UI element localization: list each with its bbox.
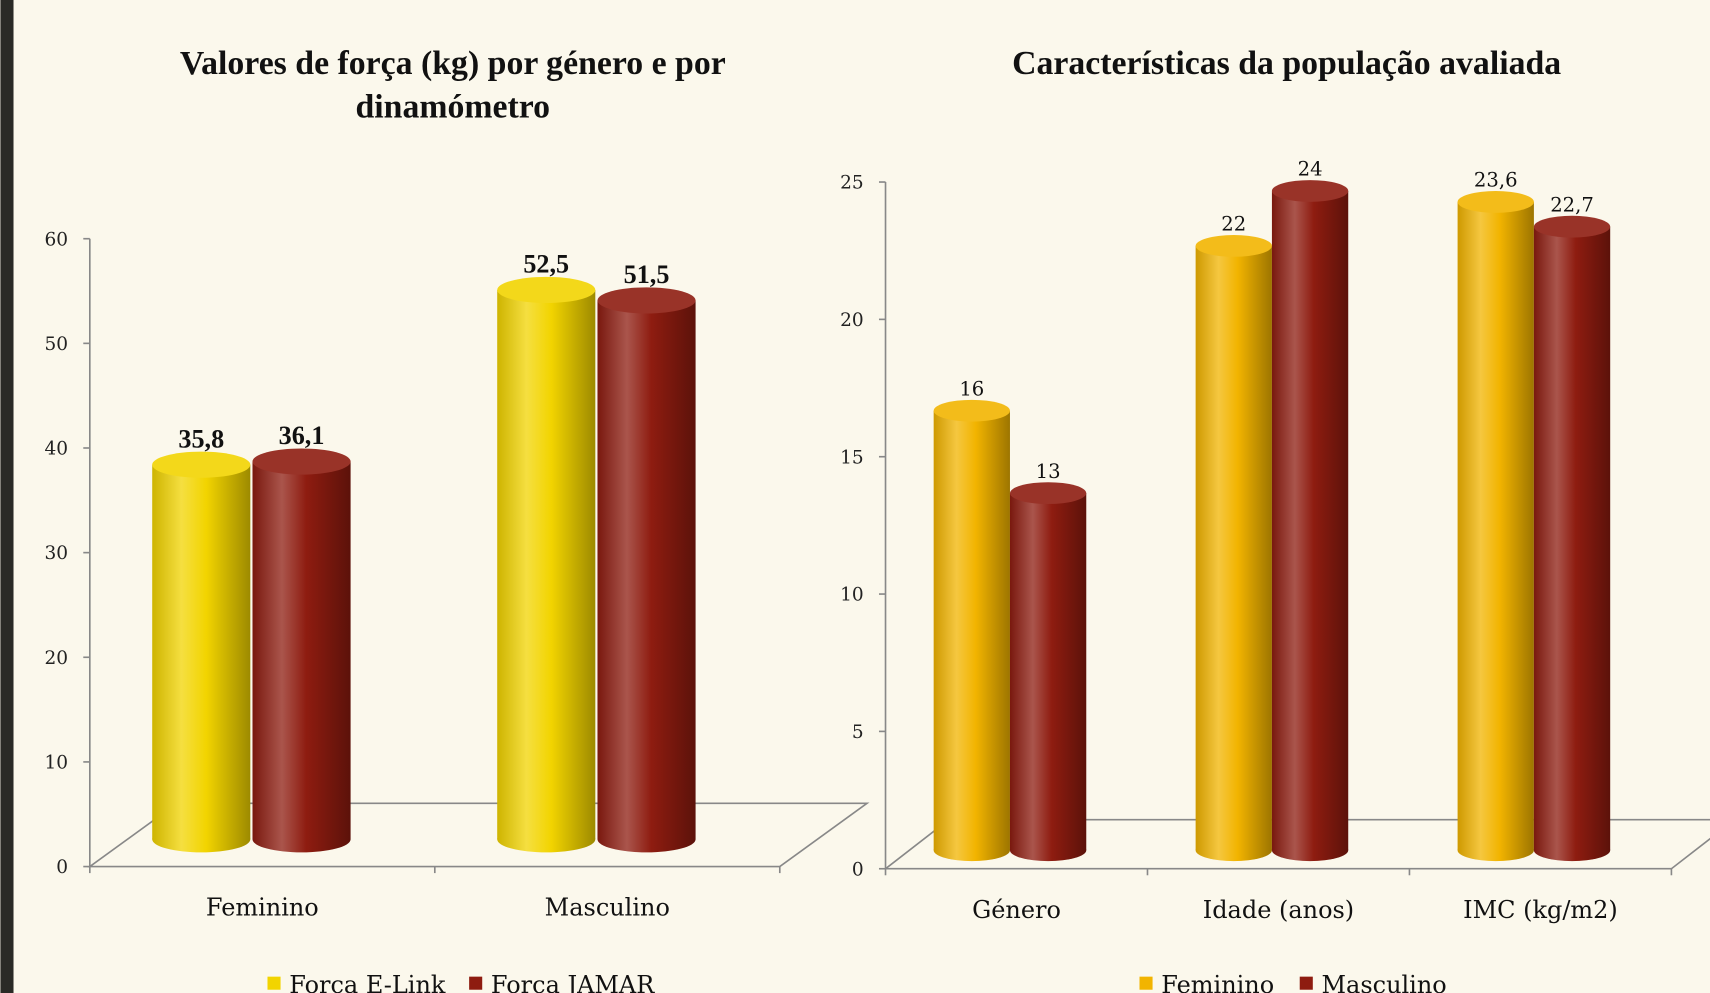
y-tick-label: 0 <box>852 859 864 880</box>
chart-title: Valores de força (kg) por género e por d… <box>179 43 726 126</box>
bar-body <box>597 300 696 840</box>
y-tick-label: 30 <box>44 543 68 564</box>
title-box: Valores de força (kg) por género e por d… <box>179 43 726 126</box>
y-tick-label: 10 <box>44 752 68 773</box>
y-tick-label: 50 <box>44 334 68 355</box>
floor <box>87 802 870 868</box>
legend-swatch <box>469 976 483 990</box>
y-tick-label: 25 <box>840 173 864 194</box>
bar-top <box>152 451 251 478</box>
bar <box>152 451 251 853</box>
legend-label: Feminino <box>1161 971 1274 993</box>
bar-body <box>933 410 1010 851</box>
bar <box>1533 215 1611 862</box>
y-tick-label: 0 <box>56 857 68 878</box>
legend-swatch <box>1299 976 1313 990</box>
bar <box>497 276 596 853</box>
bar-body <box>1533 226 1611 851</box>
legend-label: Força JAMAR <box>491 971 655 993</box>
bar-top <box>497 276 596 304</box>
bar-body <box>252 461 351 840</box>
bar-body <box>1457 201 1534 851</box>
photo-edge <box>0 0 14 993</box>
bar-top <box>933 399 1010 422</box>
x-tick-label: Género <box>972 896 1061 924</box>
bar-body <box>497 289 596 840</box>
value-label: 52,5 <box>523 250 569 279</box>
title-box: Características da população avaliada <box>1012 43 1562 82</box>
legend-swatch <box>1139 976 1153 990</box>
bar-top <box>1195 235 1272 257</box>
value-label: 51,5 <box>624 260 670 289</box>
bar-body <box>152 464 251 840</box>
y-tick-label: 20 <box>840 310 864 331</box>
y-tick-label: 5 <box>852 722 864 743</box>
value-label: 23,6 <box>1474 169 1518 192</box>
legend-swatch <box>267 976 281 990</box>
legend-label: Força E-Link <box>289 971 446 993</box>
bar-top <box>1457 191 1534 213</box>
value-label: 24 <box>1298 158 1323 181</box>
value-label: 22,7 <box>1550 193 1594 216</box>
bar <box>252 448 351 853</box>
bar <box>1457 191 1534 862</box>
y-tick-label: 40 <box>44 439 68 460</box>
bar <box>933 399 1010 862</box>
x-tick-label: Feminino <box>206 894 319 922</box>
chart-title: Características da população avaliada <box>1012 43 1562 82</box>
y-tick-label: 20 <box>44 648 68 669</box>
bar <box>1271 180 1349 862</box>
value-label: 16 <box>959 377 984 400</box>
bar <box>597 287 696 853</box>
x-tick-label: IMC (kg/m2) <box>1463 896 1618 924</box>
value-label: 35,8 <box>178 424 224 453</box>
x-tick-label: Masculino <box>545 894 670 922</box>
x-tick-label: Idade (anos) <box>1203 896 1354 924</box>
y-tick-label: 60 <box>44 229 68 250</box>
bar <box>1195 235 1272 862</box>
value-label: 13 <box>1036 460 1061 483</box>
value-label: 36,1 <box>279 421 325 450</box>
bar-top <box>1533 215 1611 238</box>
bar-body <box>1009 493 1087 851</box>
legend-label: Masculino <box>1322 971 1447 993</box>
bar-top <box>597 287 696 314</box>
bar-top <box>252 448 351 475</box>
y-tick-label: 15 <box>840 447 864 468</box>
bar-body <box>1271 190 1349 851</box>
bar-top <box>1271 180 1349 202</box>
bar-body <box>1195 245 1272 851</box>
bar-top <box>1009 482 1087 505</box>
y-tick-label: 10 <box>840 585 864 606</box>
bar <box>1009 482 1087 862</box>
value-label: 22 <box>1221 213 1246 236</box>
